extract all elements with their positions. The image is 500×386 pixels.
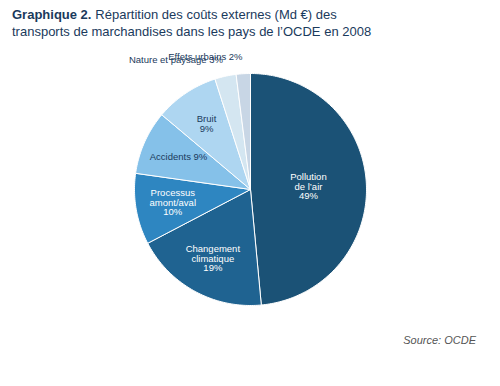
html-text:Graphique 2. Répartition des c: Graphique 2. Répartition des coûts exter…	[12, 7, 372, 39]
svg-text:Bruit9%: Bruit9%	[197, 113, 217, 134]
svg-text:Accidents 9%: Accidents 9%	[150, 151, 208, 162]
svg-text:Processusamont/aval10%: Processusamont/aval10%	[150, 187, 196, 217]
html-text:Source: OCDE: Source: OCDE	[403, 334, 476, 346]
svg-text:Changementclimatique19%: Changementclimatique19%	[186, 243, 241, 273]
svg-text:Pollutionde l’air49%: Pollutionde l’air49%	[290, 171, 326, 201]
svg-text:Effets urbains 2%: Effets urbains 2%	[168, 51, 243, 62]
